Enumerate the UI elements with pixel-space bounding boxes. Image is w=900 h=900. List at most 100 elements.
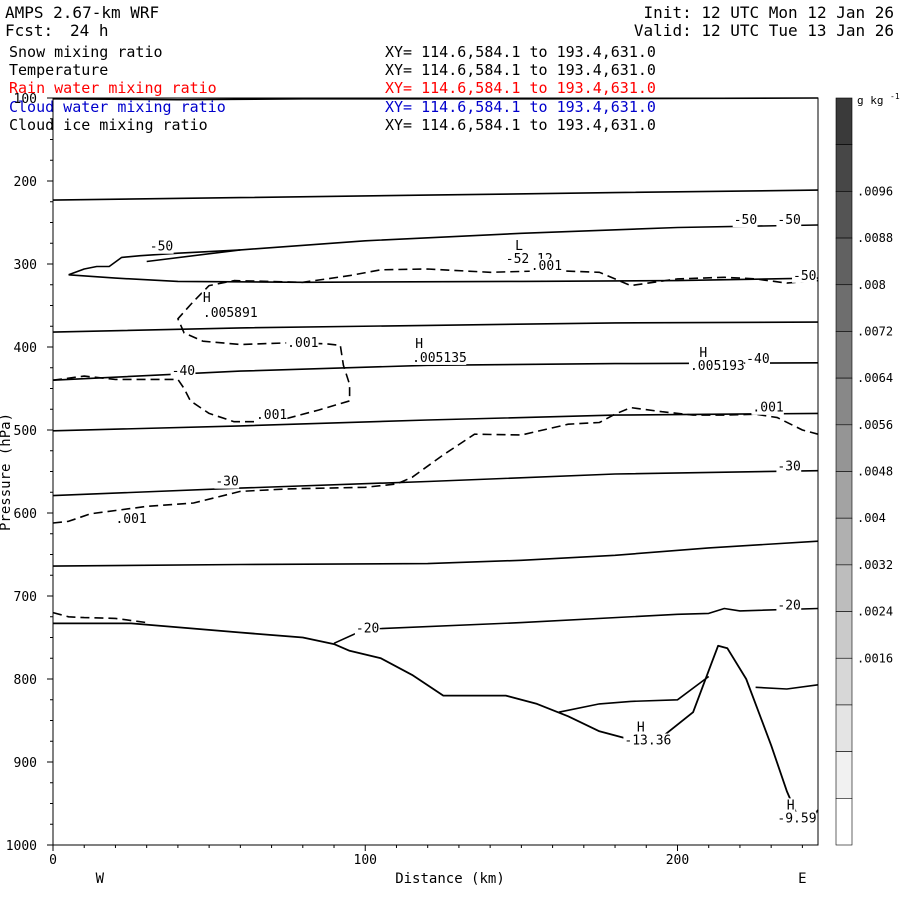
field-xy-rain: XY= 114.6,584.1 to 193.4,631.0 [385, 79, 656, 97]
annotation-bg [776, 459, 802, 474]
contour-label: .001 [115, 512, 146, 527]
field-name-cloud-water: Cloud water mixing ratio [9, 98, 226, 116]
y-tick-label: 700 [14, 590, 37, 605]
colorbar-cell [835, 564, 853, 612]
colorbar-cell [835, 237, 853, 286]
annotation-bg [745, 351, 770, 366]
annotation-bg [514, 238, 524, 253]
annotation-bg [354, 621, 380, 636]
init-time: Init: 12 UTC Mon 12 Jan 26 [643, 3, 894, 22]
contour-label: -13.36 [624, 734, 671, 749]
y-tick-label: 900 [14, 756, 37, 771]
colorbar-cell [835, 798, 853, 846]
contour-label: H [787, 798, 795, 813]
contour-label: -50 [734, 213, 757, 228]
east-label: E [798, 871, 806, 887]
annotation-bg [201, 306, 258, 321]
x-axis-title: Distance (km) [395, 871, 505, 887]
annotation-bg [751, 400, 784, 415]
annotation-bg [776, 598, 802, 613]
temperature-contour [755, 684, 819, 690]
contour-label: .001 [531, 259, 562, 274]
colorbar-cell [835, 611, 853, 659]
colorbar-cell [835, 424, 853, 472]
contour-label: H [699, 346, 707, 361]
annotation-bg [114, 511, 147, 526]
valid-time: Valid: 12 UTC Tue 13 Jan 26 [633, 21, 894, 40]
field-xy-snow: XY= 114.6,584.1 to 193.4,631.0 [385, 43, 656, 61]
colorbar-cell [835, 284, 853, 332]
field-name-snow: Snow mixing ratio [9, 43, 163, 61]
temperature-contour [52, 97, 819, 101]
forecast-label: Fcst: [5, 21, 54, 40]
annotation-bg [254, 408, 288, 423]
temperature-contour [146, 224, 819, 263]
x-tick-label: 100 [354, 853, 377, 868]
field-xy-cloud-ice: XY= 114.6,584.1 to 193.4,631.0 [385, 116, 656, 134]
colorbar-label: .0072 [857, 324, 893, 338]
colorbar-label: .0048 [857, 465, 893, 479]
x-tick-label: 200 [666, 853, 689, 868]
annotation-bg [201, 291, 212, 306]
annotation-bg [623, 733, 672, 748]
contour-label: H [203, 291, 211, 306]
colorbar-label: .008 [857, 278, 886, 292]
colorbar-cell [835, 471, 853, 519]
plot-frame [52, 97, 819, 846]
contour-label: -50 [777, 213, 800, 228]
colorbar-cell [835, 97, 853, 145]
y-tick-label: 800 [14, 673, 37, 688]
colorbar-label: .0032 [857, 558, 893, 572]
annotation-bg [776, 213, 802, 228]
colorbar-label: .0088 [857, 231, 893, 245]
snow-contour-dashed [52, 611, 147, 624]
contour-label: -50 [793, 269, 816, 284]
colorbar-cell [835, 517, 853, 566]
colorbar-cell [835, 377, 853, 426]
x-tick-label: 0 [49, 853, 57, 868]
contour-label: .001 [287, 336, 318, 351]
contour-label: -20 [356, 622, 379, 637]
annotation-bg [635, 720, 646, 735]
y-tick-label: 100 [14, 92, 37, 107]
terrain-contour [558, 675, 710, 713]
contour-label: L [515, 239, 523, 254]
field-name-temperature: Temperature [9, 61, 109, 79]
y-tick-label: 400 [14, 341, 37, 356]
west-label: W [96, 871, 105, 887]
colorbar-unit-exponent: -1 [890, 92, 900, 101]
temperature-contour [52, 321, 819, 333]
contour-label: -20 [777, 598, 800, 613]
annotation-bg [529, 258, 563, 273]
y-tick-label: 300 [14, 258, 37, 273]
colorbar-cell [835, 331, 853, 379]
colorbar-cell [835, 657, 853, 706]
y-tick-label: 600 [14, 507, 37, 522]
annotation-bg [776, 811, 817, 826]
contour-label: .001 [256, 408, 287, 423]
snow-contour-dashed [52, 268, 819, 423]
annotation-bg [698, 345, 708, 360]
field-name-cloud-ice: Cloud ice mixing ratio [9, 116, 208, 134]
contour-label: .005891 [203, 306, 258, 321]
temperature-contour [52, 189, 819, 201]
annotation-bg [170, 364, 196, 379]
annotation-bg [732, 213, 758, 228]
temperature-contour [333, 607, 819, 645]
annotation-bg [792, 268, 817, 283]
contour-label: -40 [746, 352, 769, 367]
annotation-bg [785, 798, 796, 813]
y-tick-label: 500 [14, 424, 37, 439]
contour-label: .001 [752, 401, 783, 416]
contour-label: .005135 [412, 351, 467, 366]
y-tick-label: 200 [14, 175, 37, 190]
colorbar-cell [835, 191, 853, 239]
contour-label: H [415, 337, 423, 352]
contour-label: -30 [215, 475, 238, 490]
terrain-line [53, 622, 819, 821]
colorbar-label: .0096 [857, 184, 893, 198]
snow-contour-dashed [52, 406, 819, 524]
annotation-bg [414, 336, 424, 351]
colorbar-label: .0024 [857, 605, 893, 619]
